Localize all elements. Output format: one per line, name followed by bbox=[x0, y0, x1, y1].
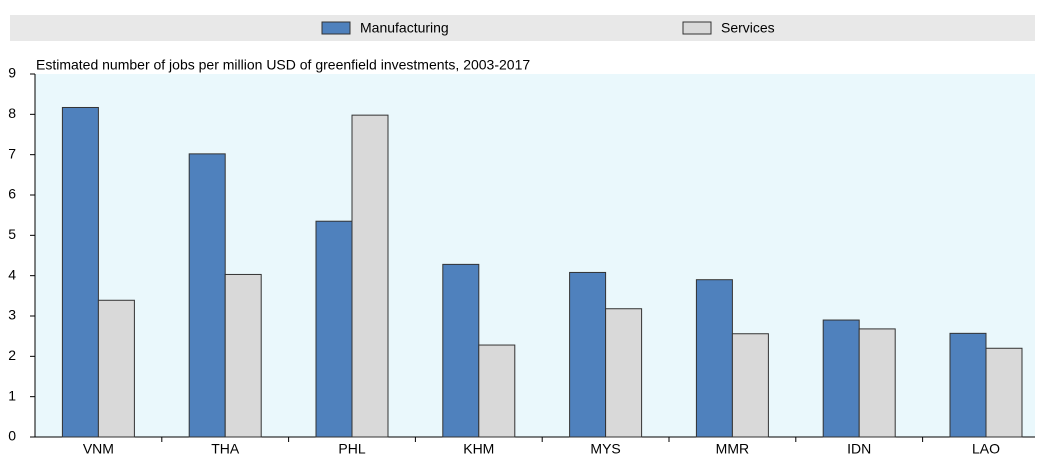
bar bbox=[478, 344, 516, 438]
y-tick-label: 4 bbox=[8, 266, 16, 282]
y-tick-label: 7 bbox=[8, 145, 16, 161]
x-tick-label: PHL bbox=[338, 441, 365, 457]
x-tick-label: KHM bbox=[463, 441, 494, 457]
x-tick-label: LAO bbox=[972, 441, 1000, 457]
x-tick-label: IDN bbox=[847, 441, 871, 457]
bar bbox=[224, 273, 262, 438]
bar bbox=[605, 308, 643, 438]
y-tick-label: 2 bbox=[8, 347, 16, 363]
legend-label: Services bbox=[721, 20, 775, 36]
bar bbox=[985, 347, 1023, 438]
bar bbox=[188, 153, 226, 438]
y-tick-label: 9 bbox=[8, 65, 16, 81]
bar bbox=[315, 220, 353, 438]
legend-swatch bbox=[682, 21, 712, 35]
bar bbox=[97, 299, 135, 438]
y-tick-label: 8 bbox=[8, 105, 16, 121]
x-tick-label: VNM bbox=[83, 441, 114, 457]
bar bbox=[569, 271, 607, 438]
bar bbox=[949, 332, 987, 438]
x-tick-label: MMR bbox=[716, 441, 749, 457]
y-tick-label: 5 bbox=[8, 226, 16, 242]
bar bbox=[442, 263, 480, 438]
legend-label: Manufacturing bbox=[360, 20, 449, 36]
y-tick-label: 0 bbox=[8, 428, 16, 444]
bar bbox=[858, 328, 896, 438]
bar bbox=[822, 319, 860, 438]
bar bbox=[731, 333, 769, 438]
x-tick-label: MYS bbox=[590, 441, 620, 457]
bar bbox=[695, 279, 733, 438]
legend-swatch bbox=[321, 21, 351, 35]
x-tick-label: THA bbox=[211, 441, 240, 457]
y-tick-label: 3 bbox=[8, 307, 16, 323]
y-tick-label: 1 bbox=[8, 387, 16, 403]
chart-subtitle: Estimated number of jobs per million USD… bbox=[36, 57, 530, 73]
bar bbox=[351, 114, 389, 438]
y-tick-label: 6 bbox=[8, 186, 16, 202]
legend-band bbox=[10, 15, 1035, 41]
bar bbox=[61, 106, 99, 438]
